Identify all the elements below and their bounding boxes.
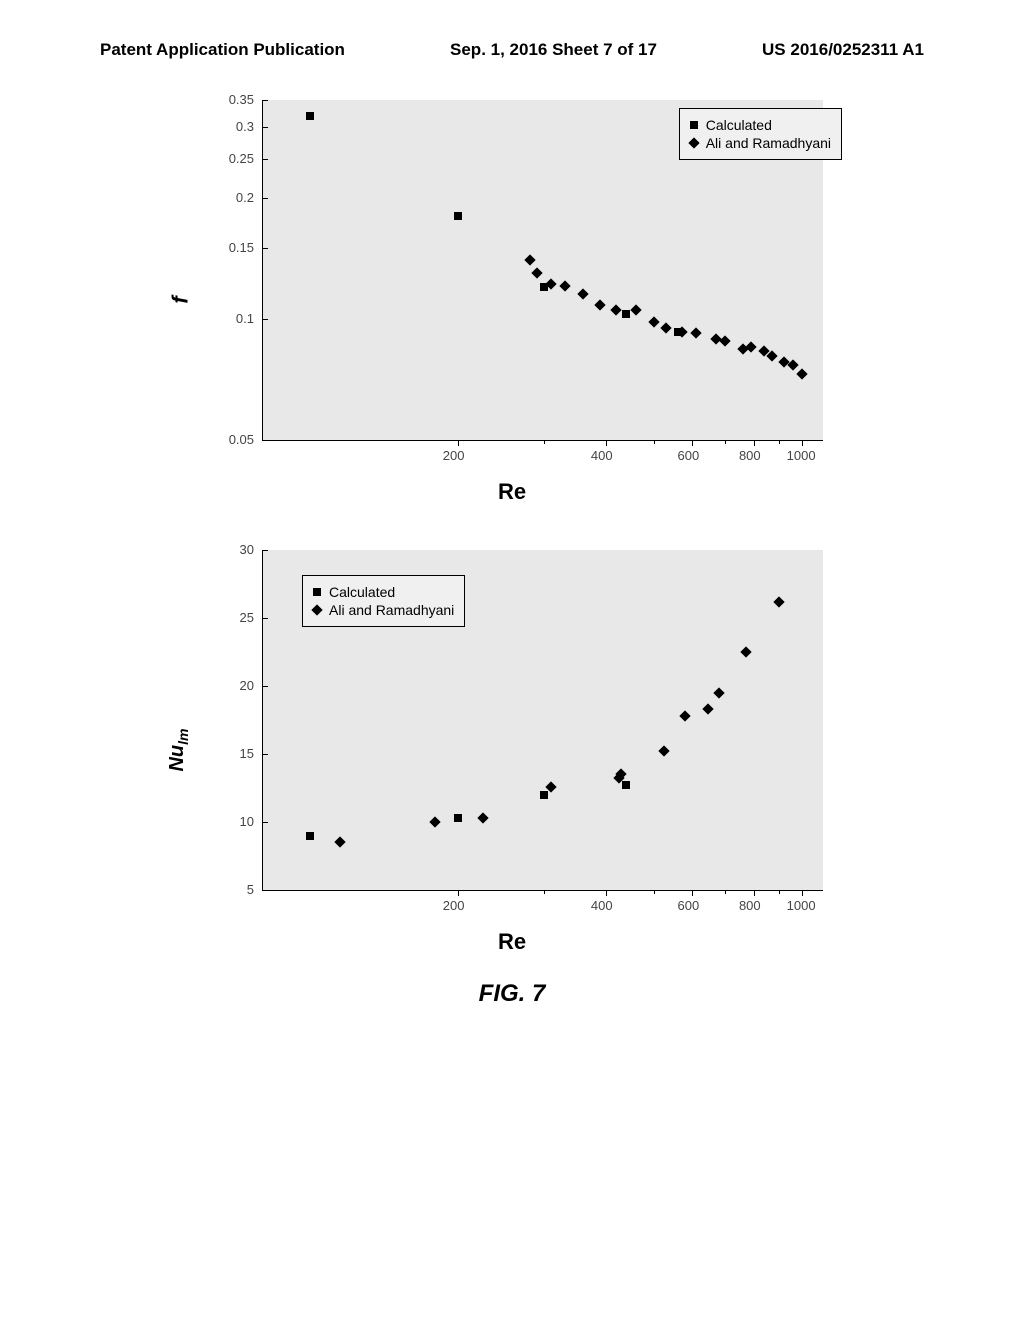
y-tick	[262, 100, 268, 101]
y-tick	[262, 686, 268, 687]
y-tick	[262, 754, 268, 755]
x-minor-tick	[544, 440, 545, 444]
x-minor-tick	[725, 890, 726, 894]
page-header: Patent Application Publication Sep. 1, 2…	[80, 40, 944, 60]
y-tick-label: 10	[240, 814, 254, 829]
data-point	[306, 112, 314, 120]
data-point	[622, 781, 630, 789]
x-tick-label: 1000	[787, 898, 816, 913]
x-tick-label: 800	[739, 448, 761, 463]
y-tick-label: 0.25	[229, 151, 254, 166]
header-left: Patent Application Publication	[100, 40, 345, 60]
x-minor-tick	[779, 890, 780, 894]
legend-marker-square	[690, 121, 698, 129]
x-minor-tick	[654, 890, 655, 894]
chart1-ylabel: f	[168, 296, 194, 303]
y-tick-label: 0.05	[229, 432, 254, 447]
x-tick	[754, 890, 755, 896]
legend-label: Ali and Ramadhyani	[706, 135, 831, 151]
x-tick	[458, 890, 459, 896]
y-tick	[262, 319, 268, 320]
x-tick-label: 1000	[787, 448, 816, 463]
chart-friction-factor: f Re 0.05 0.1 0.15 0.2 0.25 0.3 0.35 200 400 600 8…	[162, 90, 862, 510]
x-tick-label: 400	[591, 448, 613, 463]
chart2-xlabel: Re	[498, 929, 526, 955]
x-tick	[606, 890, 607, 896]
y-tick-label: 0.1	[236, 311, 254, 326]
x-tick	[458, 440, 459, 446]
x-tick-label: 800	[739, 898, 761, 913]
chart-legend: Calculated Ali and Ramadhyani	[679, 108, 842, 160]
y-tick-label: 30	[240, 542, 254, 557]
chart-legend: Calculated Ali and Ramadhyani	[302, 575, 465, 627]
chart1-xlabel: Re	[498, 479, 526, 505]
x-minor-tick	[544, 890, 545, 894]
y-tick	[262, 822, 268, 823]
figure-label: FIG. 7	[80, 980, 944, 1008]
x-tick	[754, 440, 755, 446]
y-tick-label: 25	[240, 610, 254, 625]
y-tick-label: 0.15	[229, 240, 254, 255]
page-container: Patent Application Publication Sep. 1, 2…	[0, 0, 1024, 1320]
y-tick-label: 0.3	[236, 119, 254, 134]
y-tick	[262, 890, 268, 891]
x-tick-label: 200	[443, 448, 465, 463]
legend-label: Calculated	[706, 117, 772, 133]
legend-marker-diamond	[688, 137, 699, 148]
chart2-ylabel: Nulm	[166, 728, 191, 771]
x-minor-tick	[725, 440, 726, 444]
y-tick	[262, 248, 268, 249]
legend-label: Ali and Ramadhyani	[329, 602, 454, 618]
data-point	[454, 814, 462, 822]
data-point	[622, 310, 630, 318]
y-tick	[262, 440, 268, 441]
x-tick-label: 600	[677, 448, 699, 463]
header-right: US 2016/0252311 A1	[762, 40, 924, 60]
x-tick	[802, 440, 803, 446]
y-tick-label: 0.2	[236, 190, 254, 205]
chart-nusselt: Nulm Re 5 10 15 20 25 30 200 400 600 800 1000 Calcu…	[162, 540, 862, 960]
x-minor-tick	[654, 440, 655, 444]
legend-row: Calculated	[313, 584, 454, 600]
y-tick	[262, 159, 268, 160]
data-point	[540, 791, 548, 799]
x-tick-label: 600	[677, 898, 699, 913]
legend-row: Calculated	[690, 117, 831, 133]
legend-marker-diamond	[311, 604, 322, 615]
legend-row: Ali and Ramadhyani	[313, 602, 454, 618]
header-center: Sep. 1, 2016 Sheet 7 of 17	[450, 40, 657, 60]
x-tick	[692, 440, 693, 446]
y-tick-label: 5	[247, 882, 254, 897]
legend-label: Calculated	[329, 584, 395, 600]
y-tick	[262, 127, 268, 128]
x-minor-tick	[779, 440, 780, 444]
y-tick	[262, 618, 268, 619]
x-tick-label: 200	[443, 898, 465, 913]
y-tick	[262, 550, 268, 551]
legend-row: Ali and Ramadhyani	[690, 135, 831, 151]
x-tick	[606, 440, 607, 446]
x-tick-label: 400	[591, 898, 613, 913]
y-tick-label: 15	[240, 746, 254, 761]
x-tick	[802, 890, 803, 896]
y-tick-label: 0.35	[229, 92, 254, 107]
legend-marker-square	[313, 588, 321, 596]
data-point	[454, 212, 462, 220]
data-point	[306, 832, 314, 840]
y-tick	[262, 198, 268, 199]
y-tick-label: 20	[240, 678, 254, 693]
x-tick	[692, 890, 693, 896]
